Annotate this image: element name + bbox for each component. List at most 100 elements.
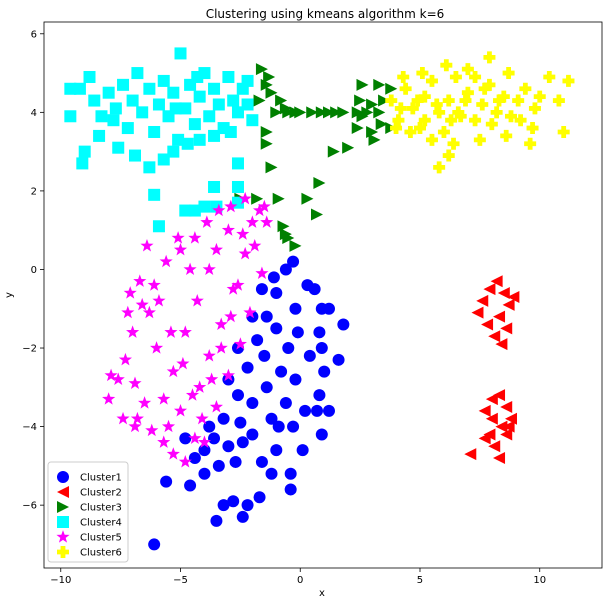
data-point-cluster6 bbox=[416, 67, 429, 80]
data-point-cluster1 bbox=[318, 365, 331, 378]
data-point-cluster1 bbox=[287, 420, 300, 433]
data-point-cluster2 bbox=[490, 275, 503, 288]
data-point-cluster1 bbox=[208, 432, 221, 445]
data-point-cluster3 bbox=[289, 239, 302, 252]
data-point-cluster2 bbox=[485, 412, 498, 425]
data-point-cluster6 bbox=[552, 94, 565, 107]
data-point-cluster5 bbox=[221, 368, 235, 382]
data-point-cluster4 bbox=[129, 149, 142, 162]
data-point-cluster5 bbox=[152, 293, 166, 307]
data-point-cluster1 bbox=[322, 404, 335, 417]
data-point-cluster6 bbox=[430, 98, 443, 111]
legend-marker-cluster4 bbox=[57, 516, 69, 528]
data-point-cluster1 bbox=[287, 255, 300, 268]
data-point-cluster3 bbox=[260, 137, 273, 150]
data-point-cluster5 bbox=[104, 368, 118, 382]
data-point-cluster4 bbox=[179, 204, 192, 217]
data-point-cluster4 bbox=[126, 94, 139, 107]
data-point-cluster3 bbox=[279, 102, 292, 115]
y-axis-ticks: −6 −4 −2 0 2 4 6 bbox=[22, 29, 44, 512]
data-point-cluster3 bbox=[301, 192, 314, 205]
data-point-cluster5 bbox=[130, 411, 144, 425]
data-point-cluster4 bbox=[109, 102, 122, 115]
y-tick-label: 2 bbox=[31, 186, 37, 197]
data-point-cluster1 bbox=[212, 459, 225, 472]
points-layer bbox=[64, 47, 575, 551]
series-cluster2 bbox=[464, 275, 520, 465]
data-point-cluster5 bbox=[224, 199, 238, 213]
plot-frame bbox=[43, 21, 603, 569]
data-point-cluster4 bbox=[157, 74, 170, 87]
data-point-cluster4 bbox=[174, 47, 187, 60]
data-point-cluster1 bbox=[258, 349, 271, 362]
data-point-cluster5 bbox=[200, 215, 214, 228]
data-point-cluster3 bbox=[368, 133, 381, 146]
data-point-cluster4 bbox=[181, 137, 194, 150]
data-point-cluster6 bbox=[413, 122, 426, 135]
data-point-cluster4 bbox=[95, 110, 108, 123]
data-point-cluster2 bbox=[493, 389, 506, 402]
data-point-cluster3 bbox=[315, 106, 328, 119]
series-cluster1 bbox=[148, 255, 350, 551]
x-axis-label: x bbox=[319, 588, 325, 599]
data-point-cluster5 bbox=[102, 392, 116, 405]
data-point-cluster4 bbox=[152, 220, 165, 233]
data-point-cluster1 bbox=[337, 318, 350, 331]
data-point-cluster4 bbox=[136, 106, 149, 119]
data-point-cluster1 bbox=[246, 397, 259, 410]
data-point-cluster4 bbox=[143, 82, 156, 95]
data-point-cluster6 bbox=[404, 125, 417, 138]
data-point-cluster2 bbox=[471, 306, 484, 319]
data-point-cluster5 bbox=[135, 297, 149, 311]
data-point-cluster2 bbox=[500, 322, 513, 335]
data-point-cluster1 bbox=[231, 389, 244, 402]
data-point-cluster3 bbox=[272, 192, 285, 205]
data-point-cluster6 bbox=[418, 90, 431, 103]
data-point-cluster5 bbox=[224, 309, 238, 323]
data-point-cluster4 bbox=[76, 157, 89, 170]
data-point-cluster3 bbox=[255, 63, 268, 76]
data-point-cluster6 bbox=[411, 94, 424, 107]
data-point-cluster6 bbox=[483, 51, 496, 64]
data-point-cluster1 bbox=[303, 349, 316, 362]
data-point-cluster1 bbox=[246, 428, 259, 441]
y-tick-label: 6 bbox=[31, 29, 37, 40]
data-point-cluster2 bbox=[507, 290, 520, 303]
data-point-cluster3 bbox=[311, 208, 324, 221]
data-point-cluster4 bbox=[212, 98, 225, 111]
data-point-cluster5 bbox=[221, 223, 235, 236]
data-point-cluster1 bbox=[313, 389, 326, 402]
data-point-cluster2 bbox=[497, 287, 510, 300]
data-point-cluster3 bbox=[342, 141, 355, 154]
data-point-cluster6 bbox=[437, 125, 450, 138]
data-point-cluster1 bbox=[315, 302, 328, 315]
legend-marker-cluster6 bbox=[57, 546, 69, 558]
data-point-cluster5 bbox=[118, 352, 132, 366]
data-point-cluster3 bbox=[327, 145, 340, 158]
data-point-cluster5 bbox=[126, 325, 140, 338]
legend-label-cluster6: Cluster6 bbox=[80, 548, 122, 559]
data-point-cluster1 bbox=[179, 432, 192, 445]
data-point-cluster5 bbox=[193, 380, 207, 393]
data-point-cluster5 bbox=[159, 254, 173, 268]
chart-title: Clustering using kmeans algorithm k=6 bbox=[206, 7, 445, 21]
data-point-cluster4 bbox=[157, 153, 170, 166]
data-point-cluster3 bbox=[265, 161, 278, 174]
data-point-cluster1 bbox=[332, 353, 345, 366]
data-point-cluster5 bbox=[123, 286, 137, 299]
legend-marker-cluster5 bbox=[56, 530, 70, 543]
x-tick-label: 10 bbox=[533, 575, 546, 586]
data-point-cluster1 bbox=[222, 440, 235, 453]
data-point-cluster5 bbox=[150, 341, 164, 354]
legend-marker-cluster3 bbox=[57, 501, 69, 513]
data-point-cluster6 bbox=[406, 102, 419, 115]
data-point-cluster5 bbox=[202, 262, 216, 276]
data-point-cluster6 bbox=[399, 82, 412, 95]
data-point-cluster6 bbox=[557, 125, 570, 138]
data-point-cluster2 bbox=[464, 448, 477, 461]
data-point-cluster4 bbox=[78, 145, 91, 158]
data-point-cluster5 bbox=[111, 372, 125, 386]
data-point-cluster5 bbox=[205, 372, 219, 386]
data-point-cluster1 bbox=[301, 279, 314, 292]
data-point-cluster1 bbox=[253, 491, 266, 504]
